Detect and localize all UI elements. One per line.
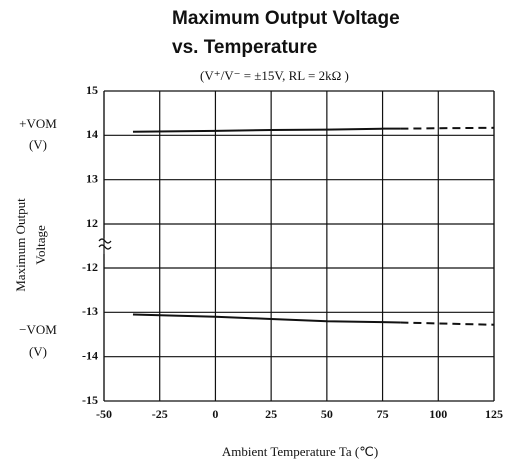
chart-title: Maximum Output Voltage — [172, 8, 400, 29]
x-tick-label: 125 — [485, 407, 503, 421]
y-axis-title: Maximum Output Voltage — [13, 198, 48, 292]
y-axis-title-line: Voltage — [33, 225, 48, 265]
x-axis-title: Ambient Temperature Ta (℃) — [222, 444, 378, 459]
x-tick-label: -25 — [152, 407, 168, 421]
y-axis-title-line: Maximum Output — [13, 198, 28, 292]
unit-label: (V) — [29, 137, 47, 152]
y-tick-label: -12 — [82, 260, 98, 274]
y-tick-label: 14 — [86, 127, 98, 141]
unit-label: +VOM — [19, 116, 57, 131]
x-tick-label: 0 — [212, 407, 218, 421]
y-tick-label: -13 — [82, 304, 98, 318]
data-line — [400, 321, 495, 326]
x-tick-label: 50 — [321, 407, 333, 421]
y-tick-label: -15 — [82, 393, 98, 407]
unit-label: (V) — [29, 344, 47, 359]
unit-label: −VOM — [19, 322, 57, 337]
data-line — [132, 127, 401, 133]
chart-title: vs. Temperature — [172, 37, 317, 58]
axis-break — [98, 238, 112, 250]
x-tick-label: 100 — [429, 407, 447, 421]
y-tick-label: 15 — [86, 83, 98, 97]
x-tick-label: -50 — [96, 407, 112, 421]
y-tick-label: 12 — [86, 216, 98, 230]
x-tick-label: 25 — [265, 407, 277, 421]
data-line — [400, 126, 495, 130]
x-tick-label: 75 — [377, 407, 389, 421]
data-line — [132, 313, 401, 324]
chart-subtitle: (V⁺/V⁻ = ±15V, RL = 2kΩ ) — [200, 68, 349, 83]
y-tick-label: 13 — [86, 171, 98, 185]
y-tick-label: -14 — [82, 348, 98, 362]
